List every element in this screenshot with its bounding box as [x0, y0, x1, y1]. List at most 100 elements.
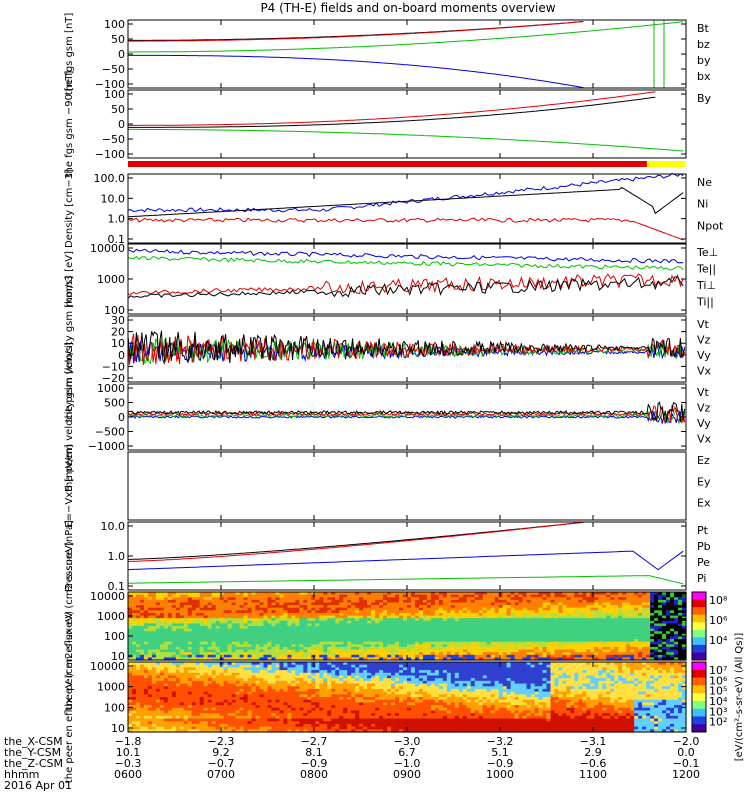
legend-Vx: Vx	[697, 365, 712, 378]
y-tick-label: 1000	[97, 681, 125, 694]
y-axis-label: the peem velocity gsm [km/s]	[64, 342, 75, 492]
series-Npot	[127, 172, 684, 213]
panel-2: 100 50 0 −50 −100 the fgs gsm −90 [nT] By	[64, 70, 712, 177]
series-By-black	[128, 96, 656, 128]
series-bz	[128, 21, 584, 42]
y-tick-label: 10000	[90, 660, 125, 673]
footer-t-value: 0800	[300, 768, 328, 781]
y-tick-label: 100	[104, 701, 125, 714]
footer-z-value: −0.1	[673, 757, 700, 770]
legend-Ti||: Ti||	[696, 296, 714, 309]
y-tick-label: 30	[111, 314, 125, 327]
series-Vy	[127, 408, 686, 425]
y-tick-label: −50	[102, 63, 125, 76]
footer-x-value: −3.1	[580, 735, 607, 748]
legend-Ez: Ez	[697, 454, 710, 467]
footer-y-value: 5.1	[491, 746, 509, 759]
footer-t-value: 0700	[207, 768, 235, 781]
y-axis-label: Density [cm−3]	[64, 169, 75, 248]
y-tick-label: 1.0	[108, 213, 126, 226]
footer-t-value: 0600	[114, 768, 142, 781]
series-by	[128, 21, 684, 53]
y-tick-label: 1000	[97, 610, 125, 623]
footer-row-label: 2016 Apr 01	[4, 779, 72, 792]
series-By-red	[128, 91, 656, 126]
y-tick-label: 1000	[97, 382, 125, 395]
y-tick-label: 0	[118, 349, 125, 362]
panel-frame	[127, 173, 687, 244]
colorbar-tick: 10⁴	[709, 634, 728, 647]
y-tick-label: −500	[95, 426, 125, 439]
series-Te-para	[127, 276, 684, 299]
y-tick-label: 0	[118, 118, 125, 131]
series-By	[128, 128, 684, 152]
footer-z-value: −0.9	[487, 757, 514, 770]
y-tick-label: −20	[102, 372, 125, 385]
legend-Vy: Vy	[697, 417, 711, 430]
panel-8: 10.0 1.0 0.1 Pressure [nPa] Pt Pb Pe Pi	[64, 520, 711, 593]
legend-Vz: Vz	[697, 334, 711, 347]
series-Pi	[127, 550, 684, 571]
legend-Vy: Vy	[697, 349, 711, 362]
y-tick-label: 10	[111, 650, 125, 663]
footer-x-value: −3.2	[487, 735, 514, 748]
legend-Npot: Npot	[697, 219, 724, 232]
series-Pt	[128, 521, 584, 560]
series-Pb	[128, 521, 584, 562]
colorbar-tick: 10⁶	[709, 674, 728, 687]
footer-z-value: −0.7	[208, 757, 235, 770]
series-Te-perp	[127, 273, 684, 295]
colorbar-label: [eV/(cm²-s-sr-eV) (All Qs)]	[734, 633, 745, 762]
colorbar-tick: 10⁸	[709, 594, 728, 607]
panel-9: 10⁸ 10⁶ 10⁴ 10000 1000 100 10 the peir en eflux…	[64, 541, 728, 710]
legend-Pe: Pe	[697, 556, 710, 569]
legend-Te||: Te||	[696, 263, 716, 276]
y-tick-label: −10	[102, 360, 125, 373]
series-Ti-perp	[127, 248, 684, 264]
legend-Ey: Ey	[697, 475, 711, 488]
series-Ni	[127, 186, 684, 218]
y-tick-label: 100	[104, 88, 125, 101]
colorbar-tick: 10⁷	[709, 664, 727, 677]
y-tick-label: 10	[111, 337, 125, 350]
status-bar	[128, 161, 647, 167]
legend-Pt: Pt	[697, 524, 709, 537]
series-Vt	[127, 401, 686, 423]
footer-row-label: hhmm	[4, 768, 39, 781]
footer-x-value: −2.0	[673, 735, 700, 748]
footer-x-value: −1.8	[115, 735, 142, 748]
y-tick-label: 0	[118, 48, 125, 61]
legend-Pb: Pb	[697, 540, 711, 553]
footer-row-label: the_X-CSM	[4, 735, 63, 748]
y-tick-label: 10000	[90, 590, 125, 603]
footer-x-value: −2.3	[208, 735, 235, 748]
legend-By: By	[697, 92, 712, 105]
footer-x-value: −2.7	[301, 735, 328, 748]
y-axis-label: the peir en eflux eV (cm2-s-sr-eV)	[64, 541, 75, 710]
y-tick-label: 0.1	[108, 580, 126, 593]
series-Vt	[127, 330, 686, 366]
panel-frame	[127, 521, 687, 591]
panel-4: 10000 1000 100 mom3 [eV] Te⊥ Te|| Ti⊥ Ti||	[64, 242, 718, 317]
legend-Ti⊥: Ti⊥	[696, 279, 716, 292]
y-tick-label: 20	[111, 326, 125, 339]
y-tick-label: 50	[111, 33, 125, 46]
y-tick-label: 10.0	[101, 192, 126, 205]
y-axis-label: Pressure [nPa]	[64, 520, 75, 592]
footer-y-value: 8.1	[305, 746, 323, 759]
y-tick-label: 0	[118, 411, 125, 424]
legend-Pi: Pi	[697, 572, 706, 585]
legend-Te⊥: Te⊥	[696, 246, 718, 259]
y-tick-label: 100	[104, 630, 125, 643]
footer-x-value: −3.0	[394, 735, 421, 748]
colorbar-tick: 10³	[709, 705, 727, 718]
footer-t-value: 1000	[486, 768, 514, 781]
y-tick-label: 10.0	[101, 520, 126, 533]
y-tick-label: 10	[111, 722, 125, 735]
y-tick-label: 50	[111, 103, 125, 116]
panel-frame	[127, 243, 687, 315]
